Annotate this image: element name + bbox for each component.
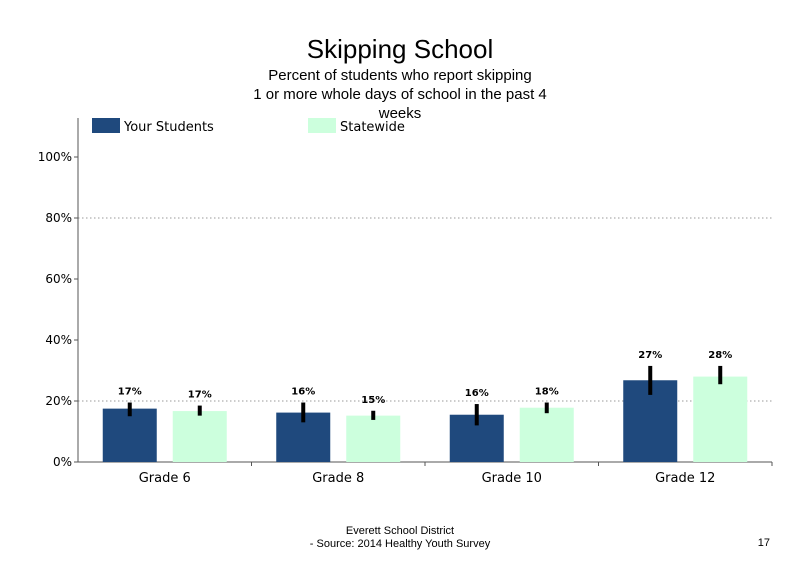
page-number: 17 — [757, 537, 770, 549]
data-label-1-3: 28% — [708, 350, 732, 361]
chart-subtitle: Percent of students who report skipping … — [230, 66, 570, 123]
y-tick-label-5: 100% — [38, 150, 72, 164]
x-tick-label-1: Grade 8 — [312, 471, 364, 486]
data-label-0-0: 17% — [118, 387, 142, 398]
x-tick-label-2: Grade 10 — [482, 471, 542, 486]
footer-district: Everett School District — [345, 525, 455, 537]
y-tick-label-1: 20% — [45, 394, 72, 408]
bar-1-2 — [519, 407, 574, 462]
legend-swatch-0 — [92, 118, 120, 133]
y-tick-label-0: 0% — [53, 455, 72, 469]
y-tick-label-2: 40% — [45, 333, 72, 347]
data-label-1-0: 17% — [188, 390, 212, 401]
data-label-1-2: 18% — [535, 387, 559, 398]
data-label-0-1: 16% — [291, 387, 315, 398]
x-tick-label-3: Grade 12 — [655, 471, 715, 486]
footer-source: Everett School District - Source: 2014 H… — [250, 525, 550, 551]
bar-1-0 — [172, 411, 227, 462]
y-tick-label-3: 60% — [45, 272, 72, 286]
subtitle-line-2: 1 or more whole days of school in the pa… — [253, 86, 547, 103]
y-tick-label-4: 80% — [45, 211, 72, 225]
footer-source-text: - Source: 2014 Healthy Youth Survey — [309, 538, 491, 550]
legend-swatch-1 — [308, 118, 336, 133]
bar-0-0 — [102, 408, 157, 462]
legend-label-1: Statewide — [340, 120, 405, 135]
legend-label-0: Your Students — [123, 120, 214, 135]
x-tick-label-0: Grade 6 — [139, 471, 191, 486]
bar-1-3 — [693, 376, 748, 462]
chart-title: Skipping School — [306, 34, 494, 64]
subtitle-line-1: Percent of students who report skipping — [268, 67, 532, 84]
subtitle-line-3: weeks — [378, 105, 422, 122]
bar-1-1 — [346, 415, 401, 462]
data-label-1-1: 15% — [361, 395, 385, 406]
data-label-0-3: 27% — [638, 350, 662, 361]
data-label-0-2: 16% — [465, 388, 489, 399]
